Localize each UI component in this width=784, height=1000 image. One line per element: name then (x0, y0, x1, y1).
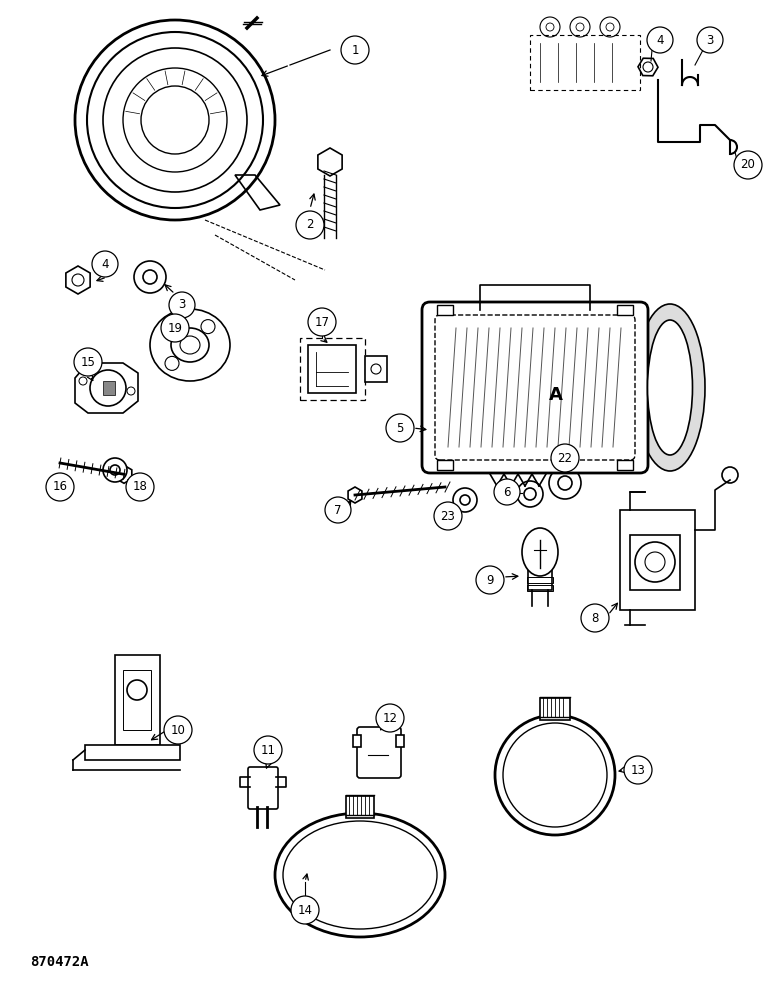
FancyBboxPatch shape (422, 302, 648, 473)
Circle shape (75, 20, 275, 220)
Circle shape (581, 604, 609, 632)
Circle shape (494, 479, 520, 505)
Circle shape (495, 715, 615, 835)
Text: A: A (549, 386, 563, 404)
Circle shape (164, 716, 192, 744)
Text: 10: 10 (171, 724, 186, 736)
Text: 6: 6 (503, 486, 510, 498)
Text: 1: 1 (351, 43, 359, 56)
Circle shape (141, 86, 209, 154)
Bar (115, 655, 160, 745)
Ellipse shape (648, 320, 692, 455)
Bar (617, 305, 633, 315)
Bar (530, 35, 640, 90)
Circle shape (647, 27, 673, 53)
Text: 4: 4 (101, 257, 109, 270)
Polygon shape (85, 745, 180, 760)
Circle shape (434, 502, 462, 530)
Circle shape (126, 473, 154, 501)
Bar (630, 535, 680, 590)
Bar (540, 698, 570, 720)
Bar (527, 585, 553, 591)
FancyBboxPatch shape (357, 727, 401, 778)
Circle shape (386, 414, 414, 442)
Bar (103, 381, 115, 395)
Circle shape (376, 704, 404, 732)
Bar (300, 338, 365, 400)
Circle shape (624, 756, 652, 784)
Ellipse shape (522, 528, 558, 576)
Circle shape (161, 314, 189, 342)
Bar (527, 577, 553, 583)
Circle shape (722, 467, 738, 483)
Circle shape (549, 467, 581, 499)
Circle shape (734, 151, 762, 179)
Bar (617, 460, 633, 470)
FancyBboxPatch shape (248, 767, 278, 809)
Bar (123, 670, 151, 730)
Circle shape (254, 736, 282, 764)
Text: 870472A: 870472A (30, 955, 89, 969)
Text: 11: 11 (260, 744, 275, 756)
Circle shape (697, 27, 723, 53)
Circle shape (46, 473, 74, 501)
Circle shape (291, 896, 319, 924)
Circle shape (517, 481, 543, 507)
Text: 14: 14 (297, 904, 313, 916)
Text: 18: 18 (132, 481, 147, 493)
Bar (620, 510, 695, 610)
Polygon shape (75, 363, 138, 413)
Text: 5: 5 (397, 422, 404, 434)
Text: 17: 17 (314, 316, 329, 328)
Ellipse shape (635, 304, 705, 471)
Circle shape (92, 251, 118, 277)
Ellipse shape (275, 813, 445, 937)
Circle shape (296, 211, 324, 239)
Bar (308, 345, 356, 393)
Bar (396, 735, 404, 747)
Circle shape (476, 566, 504, 594)
Text: 19: 19 (168, 322, 183, 334)
Bar (437, 305, 453, 315)
Circle shape (453, 488, 477, 512)
Circle shape (503, 723, 607, 827)
Bar (437, 460, 453, 470)
Circle shape (169, 292, 195, 318)
Text: 8: 8 (591, 611, 599, 624)
Bar (365, 356, 387, 382)
Text: 15: 15 (81, 356, 96, 368)
Text: 13: 13 (630, 764, 645, 776)
Text: 4: 4 (656, 33, 664, 46)
Text: 12: 12 (383, 712, 397, 724)
Text: 16: 16 (53, 481, 67, 493)
Circle shape (134, 261, 166, 293)
Ellipse shape (283, 821, 437, 929)
Circle shape (308, 308, 336, 336)
Circle shape (325, 497, 351, 523)
Text: 2: 2 (307, 219, 314, 232)
Text: 3: 3 (178, 298, 186, 312)
Circle shape (103, 458, 127, 482)
Circle shape (90, 370, 126, 406)
Ellipse shape (150, 309, 230, 381)
Bar (528, 568, 552, 590)
Text: 20: 20 (741, 158, 756, 172)
Text: 23: 23 (441, 510, 456, 522)
Text: 22: 22 (557, 452, 572, 464)
Circle shape (74, 348, 102, 376)
Text: 7: 7 (334, 504, 342, 516)
Circle shape (551, 444, 579, 472)
Bar (346, 796, 374, 818)
Bar (353, 735, 361, 747)
Circle shape (341, 36, 369, 64)
Text: 3: 3 (706, 33, 713, 46)
Text: 9: 9 (486, 574, 494, 586)
